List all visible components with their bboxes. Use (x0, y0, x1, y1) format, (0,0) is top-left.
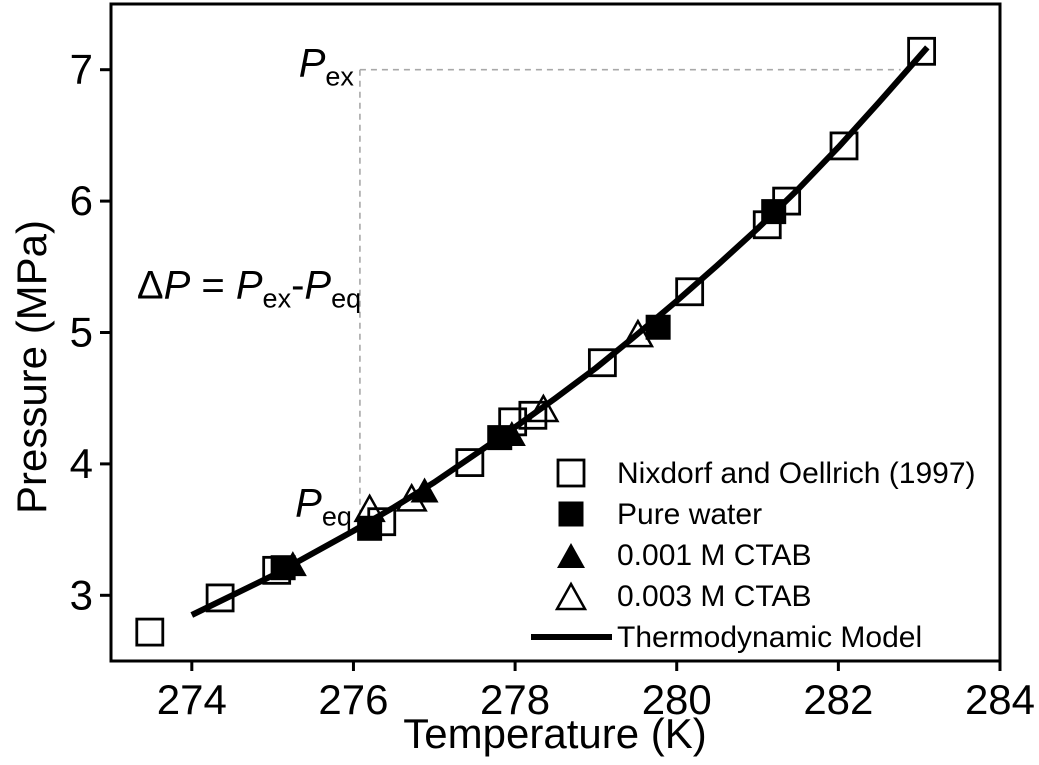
series-square-open (135, 36, 937, 647)
x-axis: 274 276 278 280 282 284 (157, 661, 1035, 723)
annotation-segment: P (295, 481, 322, 525)
legend-row: 0.001 M CTAB (557, 539, 812, 572)
y-tick-label: 3 (70, 571, 93, 618)
marker-square-filled (645, 314, 671, 340)
marker-square-open (518, 400, 548, 430)
annotation-segment: P (236, 263, 263, 307)
delta-equation: ΔP = Pex-Peq (137, 263, 361, 313)
y-tick-label: 4 (70, 440, 93, 487)
x-tick-label: 284 (965, 676, 1035, 723)
annotation-segment: - (291, 263, 304, 307)
marker-square-filled (558, 501, 584, 527)
marker-square-open (587, 348, 617, 378)
peq-label: Peq (295, 481, 352, 531)
y-tick-label: 5 (70, 309, 93, 356)
y-axis: 3 4 5 6 7 (70, 46, 111, 618)
marker-square-open (135, 617, 165, 647)
marker-triangle-open (395, 482, 428, 512)
marker-square-filled (761, 199, 787, 225)
annotation-segment: ex (325, 61, 354, 91)
y-axis-title: Pressure (MPa) (8, 220, 55, 514)
y-tick-label: 6 (70, 177, 93, 224)
marker-triangle-filled (497, 420, 526, 446)
legend-row: Thermodynamic Model (531, 621, 922, 654)
pex-label: Pex (299, 41, 355, 91)
marker-square-open (205, 583, 235, 613)
data-markers (135, 36, 937, 647)
thermodynamic-model-curve (190, 45, 930, 618)
marker-square-open (556, 458, 586, 488)
marker-square-open (455, 448, 485, 477)
model-curve (190, 45, 930, 618)
marker-triangle-open (527, 393, 560, 423)
guide-lines (359, 68, 901, 524)
marker-square-open (675, 277, 705, 307)
plot-border (109, 2, 1002, 663)
annotation-segment: P (164, 263, 191, 307)
legend-label: Thermodynamic Model (617, 621, 922, 654)
legend-row: Nixdorf and Oellrich (1997) (556, 457, 976, 490)
legend-label: 0.001 M CTAB (617, 539, 812, 572)
x-axis-title: Temperature (K) (403, 710, 706, 757)
x-tick-label: 278 (480, 676, 550, 723)
x-tick-label: 282 (803, 676, 873, 723)
annotation-segment: eq (331, 283, 361, 313)
legend-label: Pure water (617, 498, 762, 531)
x-tick-label: 280 (642, 676, 712, 723)
legend-label: 0.003 M CTAB (617, 580, 812, 613)
annotation-segment: ex (263, 283, 292, 313)
marker-triangle-filled (557, 543, 585, 568)
annotation-segment: P (299, 41, 326, 85)
legend: Nixdorf and Oellrich (1997) Pure water 0.0… (531, 457, 976, 654)
y-tick-label: 7 (70, 46, 93, 93)
legend-row: Pure water (558, 498, 762, 531)
legend-row: 0.003 M CTAB (554, 580, 812, 613)
annotation-segment: = (190, 263, 236, 307)
marker-triangle-open (554, 581, 588, 611)
marker-square-open (829, 131, 859, 161)
marker-square-filled (357, 515, 383, 541)
annotation-segment: eq (322, 501, 352, 531)
x-tick-label: 274 (157, 676, 227, 723)
x-tick-label: 276 (318, 676, 388, 723)
marker-square-open (907, 36, 937, 66)
marker-triangle-open (621, 318, 655, 348)
marker-triangle-open (353, 493, 386, 523)
marker-triangle-filled (278, 551, 307, 577)
annotation-segment: Δ (137, 263, 164, 307)
legend-label: Nixdorf and Oellrich (1997) (617, 457, 976, 490)
annotation-segment: P (304, 263, 331, 307)
series-triangle-open (353, 318, 655, 523)
